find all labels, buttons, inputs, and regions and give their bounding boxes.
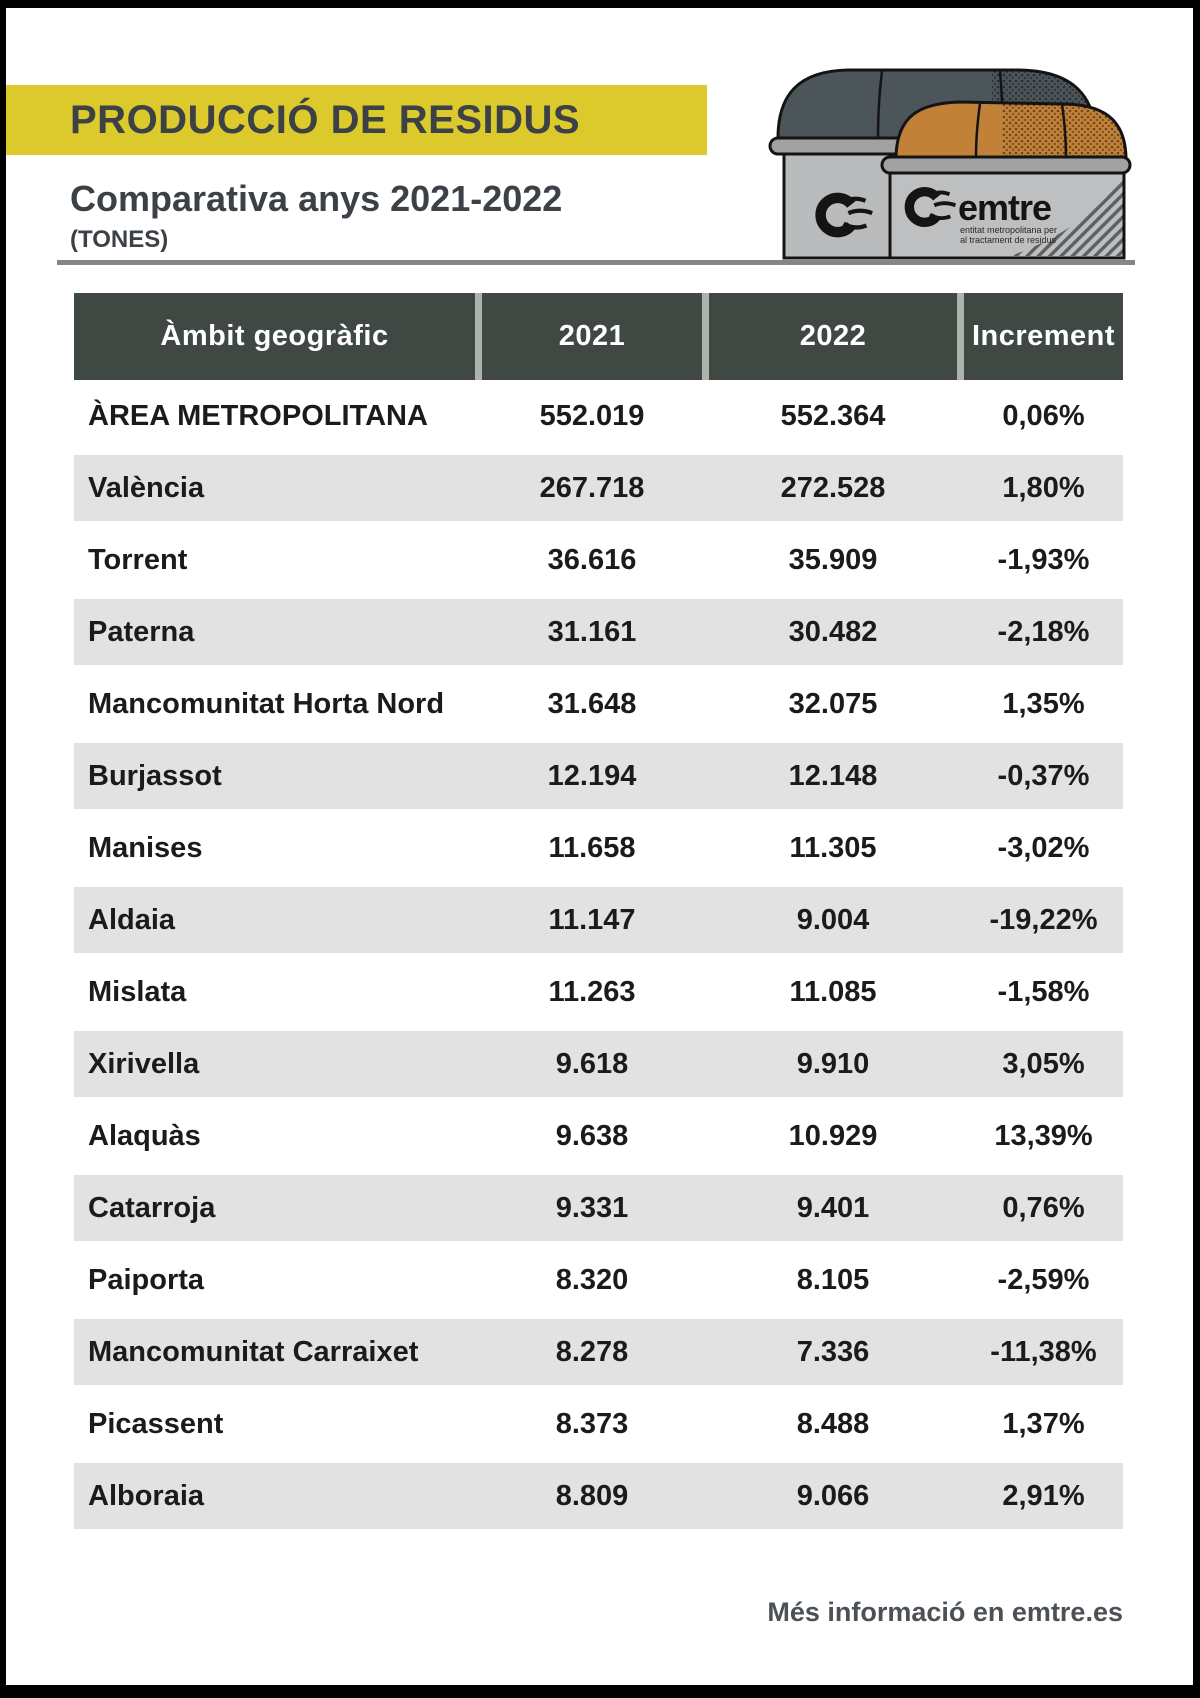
cell-2022: 30.482 [788, 615, 878, 648]
cell-2022: 552.364 [780, 399, 886, 432]
cell-area: Aldaia [88, 903, 176, 936]
front-bin: emtre entitat metropolitana per al tract… [880, 100, 1132, 260]
cell-increment: -1,93% [997, 543, 1090, 576]
cell-2021: 11.263 [548, 975, 636, 1008]
cell-area: Picassent [88, 1407, 224, 1440]
cell-2022: 9.066 [796, 1479, 870, 1512]
cell-2021: 9.638 [555, 1119, 629, 1152]
cell-2021: 8.373 [555, 1407, 629, 1440]
emtre-brand-text: emtre [958, 187, 1051, 228]
emtre-bins-illustration: emtre entitat metropolitana per al tract… [768, 68, 1132, 260]
column-header-2021: 2021 [482, 293, 702, 380]
cell-increment: -11,38% [990, 1335, 1097, 1368]
cell-increment: 0,76% [1002, 1191, 1085, 1224]
column-header-2022: 2022 [709, 293, 957, 380]
cell-2021: 11.147 [548, 903, 636, 936]
column-header-increment: Increment [964, 293, 1123, 380]
cell-area: Manises [88, 831, 203, 864]
table-row: Catarroja 9.331 9.401 0,76% [74, 1172, 1123, 1244]
cell-2022: 8.488 [796, 1407, 870, 1440]
table-row: Mislata 11.263 11.085 -1,58% [74, 956, 1123, 1028]
table-row: ÀREA METROPOLITANA 552.019 552.364 0,06% [74, 380, 1123, 452]
table-header-row: Àmbit geogràfic 2021 2022 Increment [74, 293, 1123, 380]
cell-2021: 267.718 [539, 471, 645, 504]
title-banner: PRODUCCIÓ DE RESIDUS [6, 85, 707, 155]
table-row: València 267.718 272.528 1,80% [74, 452, 1123, 524]
cell-area: València [88, 471, 205, 504]
cell-area: Mancomunitat Carraixet [88, 1335, 419, 1368]
cell-area: Alaquàs [88, 1119, 201, 1152]
table-row: Mancomunitat Carraixet 8.278 7.336 -11,38% [74, 1316, 1123, 1388]
cell-2022: 32.075 [788, 687, 878, 720]
table-row: Mancomunitat Horta Nord 31.648 32.075 1,35% [74, 668, 1123, 740]
cell-area: Alboraia [88, 1479, 205, 1512]
cell-2022: 11.305 [789, 831, 877, 864]
table-row: Picassent 8.373 8.488 1,37% [74, 1388, 1123, 1460]
cell-increment: 2,91% [1002, 1479, 1085, 1512]
page-title: PRODUCCIÓ DE RESIDUS [70, 97, 581, 142]
cell-2021: 552.019 [539, 399, 645, 432]
cell-area: Burjassot [88, 759, 222, 792]
cell-area: Paiporta [88, 1263, 205, 1296]
emtre-tagline-line2: al tractament de residus [960, 235, 1057, 245]
cell-2022: 12.148 [788, 759, 878, 792]
cell-area: ÀREA METROPOLITANA [88, 399, 428, 432]
cell-increment: -3,02% [997, 831, 1090, 864]
table-row: Paiporta 8.320 8.105 -2,59% [74, 1244, 1123, 1316]
cell-2021: 31.161 [547, 615, 637, 648]
cell-2022: 9.004 [796, 903, 870, 936]
cell-2021: 36.616 [547, 543, 637, 576]
cell-increment: 1,80% [1002, 471, 1085, 504]
cell-increment: 13,39% [994, 1119, 1093, 1152]
waste-production-table: Àmbit geogràfic 2021 2022 Increment ÀREA… [74, 293, 1123, 1532]
table-row: Aldaia 11.147 9.004 -19,22% [74, 884, 1123, 956]
cell-2022: 35.909 [788, 543, 878, 576]
cell-2021: 11.658 [548, 831, 636, 864]
cell-2021: 12.194 [547, 759, 637, 792]
cell-2021: 8.320 [555, 1263, 629, 1296]
cell-2022: 9.401 [796, 1191, 870, 1224]
cell-2021: 8.809 [555, 1479, 629, 1512]
table-body: ÀREA METROPOLITANA 552.019 552.364 0,06% Val… [74, 380, 1123, 1532]
cell-increment: 1,37% [1002, 1407, 1085, 1440]
cell-area: Paterna [88, 615, 195, 648]
footer-note: Més informació en emtre.es [767, 1597, 1123, 1627]
cell-2021: 31.648 [547, 687, 637, 720]
cell-2022: 10.929 [788, 1119, 878, 1152]
cell-2022: 272.528 [780, 471, 886, 504]
separator-line [57, 260, 1135, 265]
cell-2021: 9.618 [555, 1047, 629, 1080]
column-header-area: Àmbit geogràfic [74, 293, 475, 380]
table-row: Burjassot 12.194 12.148 -0,37% [74, 740, 1123, 812]
cell-increment: -0,37% [997, 759, 1090, 792]
cell-increment: -2,59% [997, 1263, 1090, 1296]
cell-2022: 7.336 [796, 1335, 870, 1368]
cell-increment: -2,18% [997, 615, 1090, 648]
cell-area: Mislata [88, 975, 187, 1008]
table-row: Torrent 36.616 35.909 -1,93% [74, 524, 1123, 596]
table-row: Alaquàs 9.638 10.929 13,39% [74, 1100, 1123, 1172]
cell-2022: 8.105 [796, 1263, 870, 1296]
cell-increment: -1,58% [997, 975, 1090, 1008]
table-row: Xirivella 9.618 9.910 3,05% [74, 1028, 1123, 1100]
cell-increment: 3,05% [1002, 1047, 1085, 1080]
page-subtitle: Comparativa anys 2021-2022 [70, 178, 563, 219]
cell-area: Torrent [88, 543, 188, 576]
emtre-tagline-line1: entitat metropolitana per [960, 225, 1057, 235]
cell-area: Catarroja [88, 1191, 216, 1224]
cell-2022: 11.085 [789, 975, 877, 1008]
table-row: Alboraia 8.809 9.066 2,91% [74, 1460, 1123, 1532]
cell-2021: 9.331 [555, 1191, 629, 1224]
cell-2021: 8.278 [555, 1335, 629, 1368]
table-row: Paterna 31.161 30.482 -2,18% [74, 596, 1123, 668]
table-row: Manises 11.658 11.305 -3,02% [74, 812, 1123, 884]
cell-increment: -19,22% [989, 903, 1098, 936]
cell-increment: 0,06% [1002, 399, 1085, 432]
cell-area: Xirivella [88, 1047, 200, 1080]
unit-label: (TONES) [70, 226, 169, 253]
cell-area: Mancomunitat Horta Nord [88, 687, 445, 720]
cell-increment: 1,35% [1002, 687, 1085, 720]
cell-2022: 9.910 [796, 1047, 870, 1080]
